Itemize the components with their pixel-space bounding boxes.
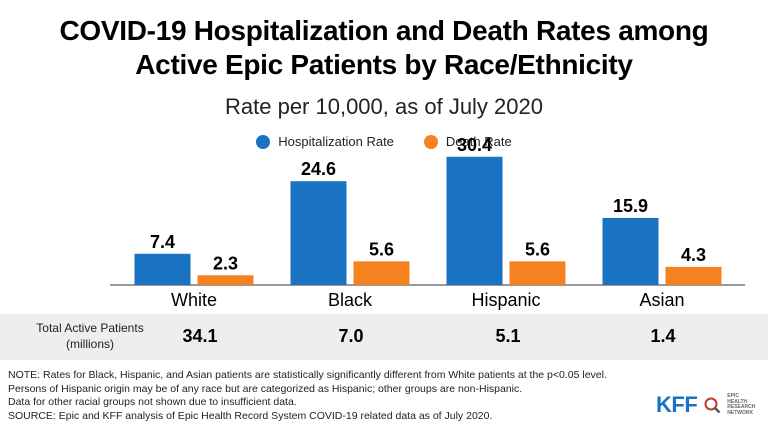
data-label-death-white: 2.3 [213,253,238,273]
kff-logo: KFF EPIC HEALTH RESEARCH NETWORK [656,392,755,418]
data-label-death-black: 5.6 [369,239,394,259]
title-line-2: Active Epic Patients by Race/Ethnicity [135,49,633,80]
bar-death-white [197,275,254,285]
bar-death-asian [665,266,722,285]
ehrn-line: HEALTH [727,398,748,405]
kff-wordmark: KFF [656,392,698,417]
legend: Hospitalization Rate Death Rate [0,134,768,149]
data-label-death-hispanic: 5.6 [525,239,550,259]
total-patients-asian: 1.4 [650,326,676,346]
bar-hospitalization-white [134,253,191,285]
legend-swatch-hospitalization [256,134,271,149]
total-patients-hispanic: 5.1 [495,326,521,346]
ehrn-line: NETWORK [727,409,754,416]
source-line: SOURCE: Epic and KFF analysis of Epic He… [8,409,493,422]
bar-chart: 7.4 2.3 White 24.6 5.6 Black 30.4 5.6 Hispanic 15… [110,135,745,310]
legend-label-hospitalization: Hospitalization Rate [278,134,394,149]
data-label-hospitalization-asian: 15.9 [613,196,648,216]
magnifier-icon [704,397,721,414]
bar-death-hispanic [509,261,566,285]
title-line-1: COVID-19 Hospitalization and Death Rates… [59,15,709,46]
data-label-death-asian: 4.3 [681,245,706,265]
note-line: Persons of Hispanic origin may be of any… [8,382,523,395]
total-patients-black: 7.0 [338,326,364,346]
total-patients-band: Total Active Patients (millions) 34.1 7.… [0,314,768,360]
legend-item-hospitalization: Hospitalization Rate [256,134,394,149]
total-patients-label-line-1: Total Active Patients [36,321,144,335]
category-label-black: Black [328,290,373,310]
legend-item-death: Death Rate [423,134,512,149]
footnotes: NOTE: Rates for Black, Hispanic, and Asi… [8,369,607,423]
bar-hospitalization-black [290,181,347,285]
category-label-white: White [171,290,217,310]
data-label-hospitalization-hispanic: 30.4 [457,135,492,155]
bar-death-black [353,261,410,285]
category-label-asian: Asian [639,290,684,310]
total-patients-label: Total Active Patients (millions) [20,320,160,352]
bar-hospitalization-asian [602,217,659,285]
category-label-hispanic: Hispanic [471,290,540,310]
ehrn-line: RESEARCH [727,404,756,410]
chart-title: COVID-19 Hospitalization and Death Rates… [0,14,768,82]
data-label-hospitalization-black: 24.6 [301,159,336,179]
bar-hospitalization-hispanic [446,156,503,285]
legend-swatch-death [423,134,438,149]
total-patients-label-line-2: (millions) [66,337,114,351]
legend-label-death: Death Rate [445,134,512,149]
data-label-hospitalization-white: 7.4 [150,232,175,252]
note-line: Data for other racial groups not shown d… [8,396,297,408]
chart-subtitle: Rate per 10,000, as of July 2020 [225,94,543,119]
ehrn-line: EPIC [727,393,739,399]
total-patients-white: 34.1 [182,326,218,346]
ehrn-wordmark: EPIC HEALTH RESEARCH NETWORK [727,393,756,416]
note-line: NOTE: Rates for Black, Hispanic, and Asi… [8,369,607,381]
